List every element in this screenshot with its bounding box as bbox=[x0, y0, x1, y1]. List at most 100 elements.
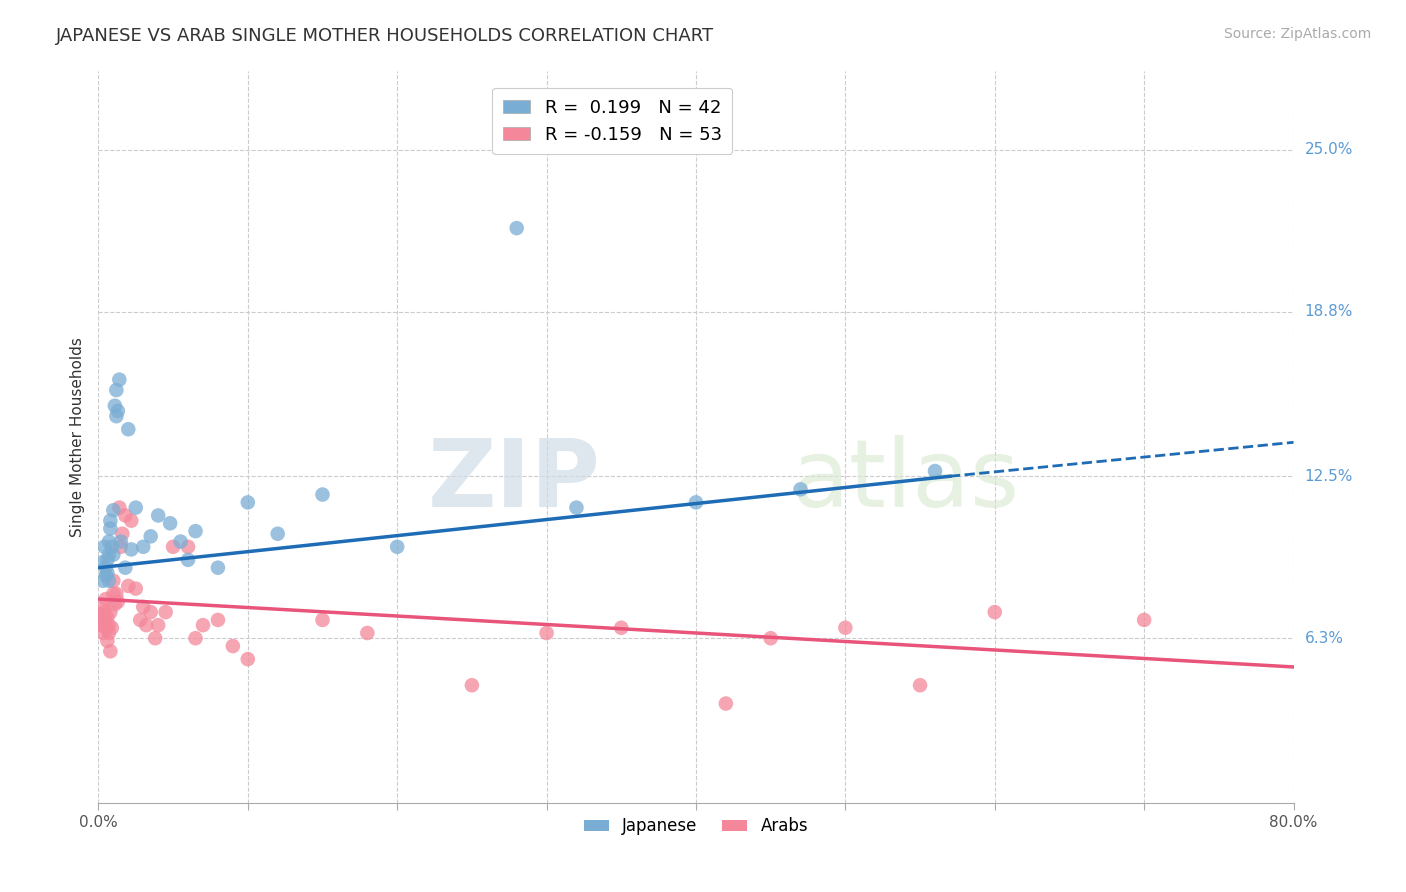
Point bbox=[89, 613, 111, 627]
Point bbox=[139, 529, 162, 543]
Point bbox=[177, 540, 200, 554]
Point bbox=[111, 526, 134, 541]
Point bbox=[105, 409, 128, 424]
Point bbox=[924, 464, 946, 478]
Point bbox=[461, 678, 484, 692]
Point bbox=[125, 582, 148, 596]
Point bbox=[267, 526, 290, 541]
Text: 12.5%: 12.5% bbox=[1305, 469, 1353, 483]
Point bbox=[114, 508, 136, 523]
Point bbox=[97, 534, 120, 549]
Point bbox=[94, 560, 117, 574]
Text: atlas: atlas bbox=[792, 435, 1019, 527]
Point bbox=[207, 560, 229, 574]
Point bbox=[108, 500, 131, 515]
Point bbox=[98, 605, 122, 619]
Point bbox=[94, 568, 117, 582]
Point bbox=[96, 633, 118, 648]
Point bbox=[105, 587, 128, 601]
Point bbox=[91, 626, 114, 640]
Point bbox=[610, 621, 633, 635]
Point bbox=[184, 632, 207, 646]
Text: Source: ZipAtlas.com: Source: ZipAtlas.com bbox=[1223, 27, 1371, 41]
Point bbox=[107, 404, 129, 418]
Point bbox=[132, 540, 155, 554]
Y-axis label: Single Mother Households: Single Mother Households bbox=[69, 337, 84, 537]
Point bbox=[984, 605, 1007, 619]
Point bbox=[159, 516, 181, 531]
Point bbox=[536, 626, 558, 640]
Point bbox=[356, 626, 378, 640]
Point bbox=[98, 644, 122, 658]
Point bbox=[236, 652, 259, 666]
Point bbox=[110, 534, 132, 549]
Point bbox=[93, 540, 115, 554]
Text: JAPANESE VS ARAB SINGLE MOTHER HOUSEHOLDS CORRELATION CHART: JAPANESE VS ARAB SINGLE MOTHER HOUSEHOLD… bbox=[56, 27, 714, 45]
Point bbox=[96, 566, 118, 580]
Point bbox=[97, 626, 120, 640]
Point bbox=[104, 399, 127, 413]
Text: ZIP: ZIP bbox=[427, 435, 600, 527]
Point bbox=[177, 553, 200, 567]
Point bbox=[94, 592, 117, 607]
Point bbox=[103, 574, 125, 588]
Point bbox=[91, 599, 114, 614]
Point bbox=[385, 540, 409, 554]
Point bbox=[132, 599, 155, 614]
Text: 25.0%: 25.0% bbox=[1305, 142, 1353, 157]
Point bbox=[506, 221, 529, 235]
Point bbox=[98, 521, 122, 535]
Point bbox=[104, 597, 127, 611]
Point bbox=[759, 632, 782, 646]
Point bbox=[207, 613, 229, 627]
Point bbox=[90, 618, 112, 632]
Point bbox=[565, 500, 588, 515]
Point bbox=[105, 383, 128, 397]
Point bbox=[98, 514, 122, 528]
Point bbox=[143, 632, 166, 646]
Point bbox=[90, 556, 112, 570]
Point bbox=[148, 618, 170, 632]
Point bbox=[91, 574, 114, 588]
Point bbox=[148, 508, 170, 523]
Point bbox=[125, 500, 148, 515]
Legend: Japanese, Arabs: Japanese, Arabs bbox=[576, 811, 815, 842]
Point bbox=[789, 483, 811, 497]
Point bbox=[1133, 613, 1156, 627]
Point bbox=[714, 697, 737, 711]
Point bbox=[129, 613, 152, 627]
Point bbox=[93, 613, 115, 627]
Point bbox=[139, 605, 162, 619]
Text: 18.8%: 18.8% bbox=[1305, 304, 1353, 319]
Point bbox=[162, 540, 184, 554]
Point bbox=[107, 595, 129, 609]
Point bbox=[311, 487, 333, 501]
Point bbox=[834, 621, 856, 635]
Point bbox=[96, 610, 118, 624]
Point bbox=[236, 495, 259, 509]
Point bbox=[103, 548, 125, 562]
Point bbox=[101, 540, 124, 554]
Text: 6.3%: 6.3% bbox=[1305, 631, 1344, 646]
Point bbox=[110, 540, 132, 554]
Point bbox=[90, 607, 112, 622]
Point bbox=[311, 613, 333, 627]
Point bbox=[222, 639, 245, 653]
Point bbox=[97, 548, 120, 562]
Point bbox=[97, 618, 120, 632]
Point bbox=[908, 678, 931, 692]
Point bbox=[135, 618, 157, 632]
Point bbox=[101, 621, 124, 635]
Point bbox=[155, 605, 177, 619]
Point bbox=[117, 422, 139, 436]
Point bbox=[184, 524, 207, 538]
Point bbox=[120, 542, 142, 557]
Point bbox=[114, 560, 136, 574]
Point bbox=[94, 621, 117, 635]
Point bbox=[93, 605, 115, 619]
Point bbox=[120, 514, 142, 528]
Point bbox=[103, 503, 125, 517]
Point bbox=[191, 618, 214, 632]
Point bbox=[117, 579, 139, 593]
Point bbox=[103, 587, 125, 601]
